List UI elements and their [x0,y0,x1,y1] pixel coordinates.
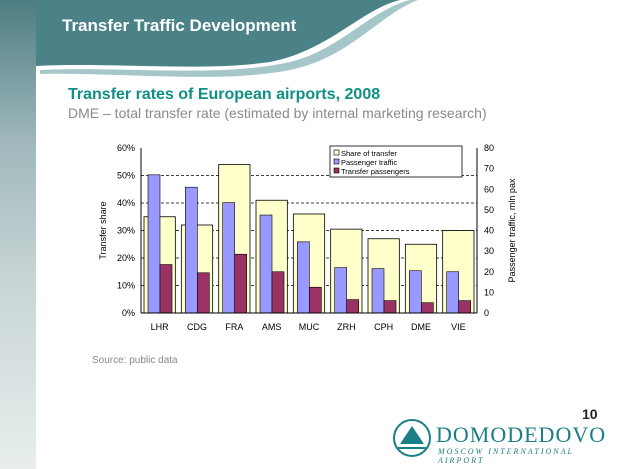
header-band [36,0,400,67]
clouds-strip [0,0,36,469]
x-tick-label: MUC [299,322,320,332]
legend-swatch [333,149,340,156]
x-tick-label: ZRH [337,322,356,332]
legend-swatch [333,158,340,165]
y2-tick-label: 30 [484,246,494,256]
header-swoosh [40,0,418,77]
x-tick-label: CPH [374,322,393,332]
legend [329,145,463,178]
bar-passenger-traffic [297,241,310,314]
y-tick-label: 30% [117,226,135,236]
bar-transfer-passengers [271,271,285,314]
y2-tick-label: 80 [484,143,494,153]
bar-passenger-traffic [446,271,459,314]
bar-transfer-passengers [234,253,247,314]
y-tick-label: 60% [117,143,135,153]
y2-tick-label: 0 [484,308,489,318]
x-tick-label: DME [411,322,431,332]
y2-axis-label: Passenger traffic, mln pax [507,178,517,282]
chart-title: Transfer rates of European airports, 200… [68,86,381,103]
y-axis-label: Transfer share [98,201,108,259]
legend-swatch [333,167,340,174]
bar-transfer-passengers [309,286,322,314]
legend-label: Passenger traffic [341,158,397,167]
x-tick-label: CDG [187,322,207,332]
bar-transfer-passengers [197,272,210,314]
bar-transfer-passengers [346,299,359,314]
y2-tick-label: 50 [484,205,494,215]
legend-label: Share of transfer [341,149,397,158]
bar-transfer-passengers [458,300,471,314]
y2-tick-label: 40 [484,226,494,236]
chart-subtitle: DME – total transfer rate (estimated by … [68,105,487,121]
logo-emblem-icon [393,419,431,457]
x-tick-label: VIE [451,322,466,332]
bar-passenger-traffic [147,174,161,314]
bar-transfer-passengers [159,264,173,314]
bar-passenger-traffic [222,202,235,314]
bar-passenger-traffic [259,214,273,314]
bar-passenger-traffic [185,186,198,314]
x-tick-label: AMS [262,322,282,332]
bar-transfer-passengers [383,300,397,314]
logo-name: DOMODEDOVO [436,422,607,447]
bar-transfer-passengers [421,302,434,314]
x-tick-label: FRA [225,322,243,332]
logo-tagline: MOSCOW INTERNATIONAL AIRPORT [438,447,574,465]
bar-passenger-traffic [409,270,422,314]
bar-passenger-traffic [371,268,385,314]
y-tick-label: 20% [117,253,135,263]
y2-tick-label: 10 [484,287,494,297]
x-tick-label: LHR [151,322,170,332]
y2-tick-label: 60 [484,184,494,194]
slide-title: Transfer Traffic Development [62,16,297,35]
legend-label: Transfer passengers [341,167,410,176]
y-tick-label: 40% [117,198,135,208]
y-tick-label: 50% [117,171,135,181]
y-tick-label: 10% [117,281,135,291]
y-tick-label: 0% [122,308,135,318]
y2-tick-label: 70 [484,164,494,174]
domodedovo-logo: DOMODEDOVO MOSCOW INTERNATIONAL AIRPORT [392,416,612,465]
y2-tick-label: 20 [484,267,494,277]
bar-passenger-traffic [334,267,347,314]
source-note: Source: public data [92,355,178,366]
page-number: 10 [582,406,598,422]
